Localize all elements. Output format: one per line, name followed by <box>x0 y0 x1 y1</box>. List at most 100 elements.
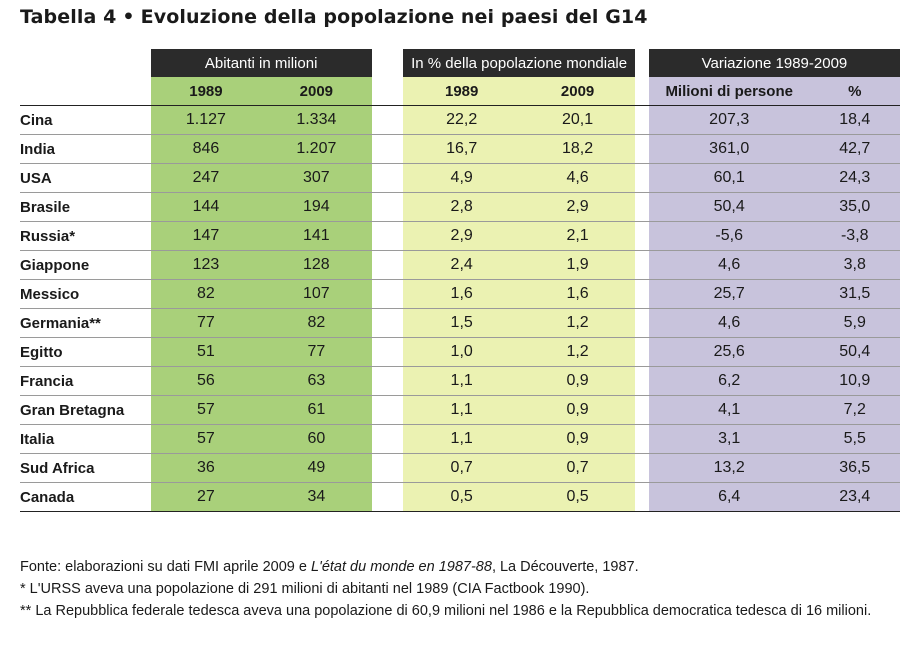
table-row: USA 247 307 4,9 4,6 60,1 24,3 <box>20 163 900 193</box>
country-name: India <box>20 134 151 164</box>
country-name: Cina <box>20 105 151 135</box>
cell-ab2009: 194 <box>261 192 372 222</box>
col-var-pct: % <box>809 77 900 106</box>
cell-ab2009: 60 <box>261 424 372 454</box>
country-name: Gran Bretagna <box>20 395 151 425</box>
cell-varP: -3,8 <box>809 221 900 251</box>
cell-pc2009: 20,1 <box>520 105 636 135</box>
population-table: Abitanti in milioni In % della popolazio… <box>20 49 900 512</box>
cell-varM: 6,4 <box>648 482 810 512</box>
cell-ab1989: 77 <box>150 308 262 338</box>
cell-varP: 23,4 <box>809 482 900 512</box>
table-row: Egitto 51 77 1,0 1,2 25,6 50,4 <box>20 337 900 367</box>
cell-pc2009: 4,6 <box>520 163 636 193</box>
cell-pc1989: 0,5 <box>403 482 521 512</box>
cell-ab1989: 1.127 <box>150 105 262 135</box>
cell-ab1989: 82 <box>150 279 262 309</box>
cell-varM: 4,6 <box>648 308 810 338</box>
cell-pc2009: 1,9 <box>520 250 636 280</box>
cell-varM: 13,2 <box>648 453 810 483</box>
cell-pc1989: 1,5 <box>403 308 521 338</box>
group-header-row: Abitanti in milioni In % della popolazio… <box>20 49 900 77</box>
cell-varM: 4,6 <box>648 250 810 280</box>
cell-varP: 24,3 <box>809 163 900 193</box>
cell-varM: 25,6 <box>648 337 810 367</box>
cell-varM: 50,4 <box>648 192 810 222</box>
cell-ab1989: 51 <box>150 337 262 367</box>
sub-header-row: 1989 2009 1989 2009 Milioni di persone % <box>20 77 900 106</box>
cell-varM: 60,1 <box>648 163 810 193</box>
country-name: Brasile <box>20 192 151 222</box>
cell-pc2009: 0,5 <box>520 482 636 512</box>
cell-ab2009: 1.207 <box>261 134 372 164</box>
cell-pc1989: 1,6 <box>403 279 521 309</box>
country-name: Francia <box>20 366 151 396</box>
cell-varM: -5,6 <box>648 221 810 251</box>
country-name: Egitto <box>20 337 151 367</box>
table-row: Italia 57 60 1,1 0,9 3,1 5,5 <box>20 424 900 454</box>
table-row: Gran Bretagna 57 61 1,1 0,9 4,1 7,2 <box>20 395 900 425</box>
cell-pc1989: 4,9 <box>403 163 521 193</box>
cell-varM: 25,7 <box>648 279 810 309</box>
cell-ab1989: 57 <box>150 395 262 425</box>
col-ab-2009: 2009 <box>261 77 372 106</box>
cell-varP: 5,9 <box>809 308 900 338</box>
page-title: Tabella 4 • Evoluzione della popolazione n… <box>20 6 648 28</box>
country-name: Messico <box>20 279 151 309</box>
cell-ab2009: 107 <box>261 279 372 309</box>
country-name: Russia* <box>20 221 151 251</box>
cell-pc2009: 0,9 <box>520 366 636 396</box>
cell-ab1989: 123 <box>150 250 262 280</box>
footnote-germania: ** La Repubblica federale tedesca aveva … <box>20 603 872 619</box>
cell-pc1989: 2,4 <box>403 250 521 280</box>
cell-ab2009: 307 <box>261 163 372 193</box>
cell-varP: 31,5 <box>809 279 900 309</box>
footnotes: Fonte: elaborazioni su dati FMI aprile 2… <box>20 556 890 622</box>
cell-varP: 5,5 <box>809 424 900 454</box>
col-pc-2009: 2009 <box>520 77 636 106</box>
cell-pc2009: 2,9 <box>520 192 636 222</box>
cell-ab1989: 144 <box>150 192 262 222</box>
source-post: , La Découverte, 1987. <box>491 559 639 575</box>
country-name: Sud Africa <box>20 453 151 483</box>
cell-varP: 7,2 <box>809 395 900 425</box>
table-row: Germania** 77 82 1,5 1,2 4,6 5,9 <box>20 308 900 338</box>
cell-varP: 36,5 <box>809 453 900 483</box>
cell-ab1989: 57 <box>150 424 262 454</box>
country-name: Italia <box>20 424 151 454</box>
source-note: Fonte: elaborazioni su dati FMI aprile 2… <box>20 556 890 578</box>
cell-pc2009: 1,2 <box>520 308 636 338</box>
cell-pc1989: 0,7 <box>403 453 521 483</box>
title-text: Evoluzione della popolazione nei paesi d… <box>140 6 648 28</box>
table-row: Giappone 123 128 2,4 1,9 4,6 3,8 <box>20 250 900 280</box>
cell-ab2009: 34 <box>261 482 372 512</box>
cell-ab2009: 1.334 <box>261 105 372 135</box>
cell-varM: 361,0 <box>648 134 810 164</box>
cell-varP: 50,4 <box>809 337 900 367</box>
cell-pc2009: 1,2 <box>520 337 636 367</box>
cell-pc1989: 2,8 <box>403 192 521 222</box>
group-header-variazione: Variazione 1989-2009 <box>648 49 900 77</box>
country-name: Canada <box>20 482 151 512</box>
table-row: Brasile 144 194 2,8 2,9 50,4 35,0 <box>20 192 900 222</box>
group-header-abitanti: Abitanti in milioni <box>150 49 372 77</box>
cell-ab2009: 82 <box>261 308 372 338</box>
cell-varM: 207,3 <box>648 105 810 135</box>
cell-pc1989: 22,2 <box>403 105 521 135</box>
cell-pc2009: 0,9 <box>520 395 636 425</box>
table-row: Sud Africa 36 49 0,7 0,7 13,2 36,5 <box>20 453 900 483</box>
cell-varP: 10,9 <box>809 366 900 396</box>
cell-pc2009: 18,2 <box>520 134 636 164</box>
cell-varM: 6,2 <box>648 366 810 396</box>
country-name: Germania** <box>20 308 151 338</box>
cell-ab1989: 36 <box>150 453 262 483</box>
cell-pc1989: 1,1 <box>403 366 521 396</box>
cell-varP: 3,8 <box>809 250 900 280</box>
table-row: India 846 1.207 16,7 18,2 361,0 42,7 <box>20 134 900 164</box>
cell-pc1989: 16,7 <box>403 134 521 164</box>
cell-ab2009: 49 <box>261 453 372 483</box>
cell-pc2009: 2,1 <box>520 221 636 251</box>
cell-ab2009: 61 <box>261 395 372 425</box>
cell-ab1989: 56 <box>150 366 262 396</box>
cell-varP: 35,0 <box>809 192 900 222</box>
